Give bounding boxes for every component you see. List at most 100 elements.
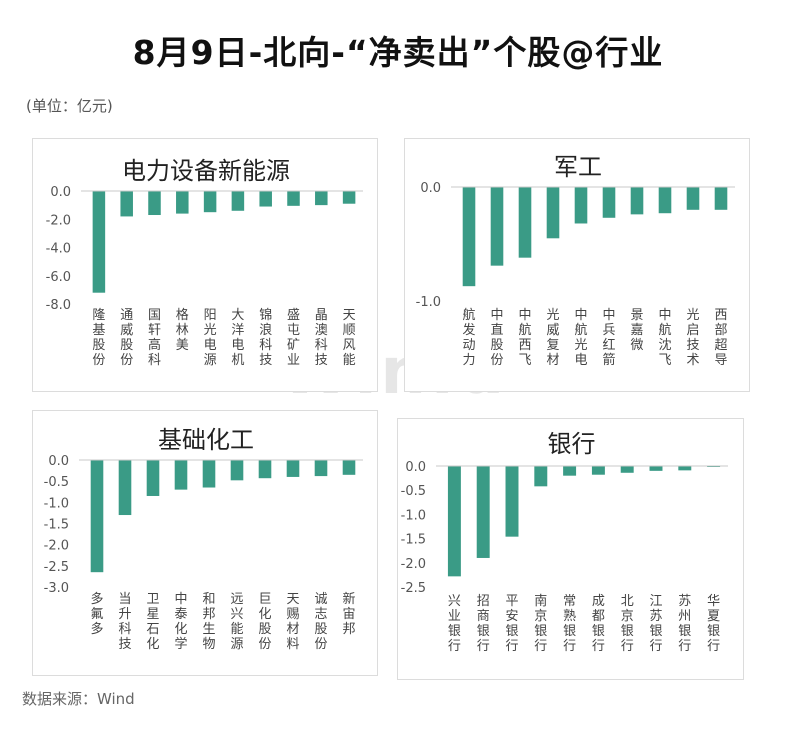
category-label: 隆基股份 <box>92 308 105 368</box>
chart-title: 基础化工 <box>158 426 254 454</box>
bar-4 <box>546 187 560 239</box>
page-title: 8月9日-北向-“净卖出”个股@行业 <box>132 33 664 72</box>
bar-1 <box>447 466 461 577</box>
chart-panel-basic-chemicals: 基础化工 0.0 -0.5 -1.0 -1.5 -2.0 -2.5 -3.0 多氟多 当升科技 卫星… <box>32 410 378 676</box>
bar-5 <box>574 187 588 224</box>
bar-2 <box>120 191 133 217</box>
y-tick-label: -1.0 <box>416 295 441 310</box>
category-label: 新宙邦 <box>342 591 355 637</box>
y-tick-label: -4.0 <box>46 242 71 257</box>
category-label: 平安银行 <box>505 594 518 654</box>
bar-8 <box>286 460 300 477</box>
category-label: 盛屯矿业 <box>287 308 300 368</box>
category-label: 中航沈飞 <box>658 308 671 368</box>
category-label: 通威股份 <box>120 308 133 368</box>
category-label: 中航西飞 <box>518 308 531 368</box>
category-label: 中兵红箭 <box>602 308 615 368</box>
source-label: 数据来源：Wind <box>22 690 135 708</box>
bar-6 <box>231 191 245 211</box>
category-label: 苏州银行 <box>678 593 691 654</box>
category-label: 江苏银行 <box>649 594 662 654</box>
bar-4 <box>174 460 188 490</box>
bar-8 <box>649 466 663 471</box>
y-tick-label: -2.5 <box>401 581 426 596</box>
y-tick-label: 0.0 <box>405 460 426 475</box>
category-label: 景嘉微 <box>630 308 643 353</box>
category-label: 国轩高科 <box>148 308 161 368</box>
y-tick-label: -1.5 <box>401 533 426 548</box>
bar-9 <box>314 460 328 477</box>
bar-3 <box>505 466 519 537</box>
category-label: 锦浪科技 <box>259 308 272 368</box>
y-tick-label: 0.0 <box>50 185 71 200</box>
y-tick-label: 0.0 <box>420 181 441 196</box>
category-label: 兴业银行 <box>448 594 461 654</box>
category-label: 和邦生物 <box>202 592 215 652</box>
category-label: 巨化股份 <box>258 592 271 652</box>
chart-title: 电力设备新能源 <box>122 157 290 185</box>
category-label: 光启技术 <box>686 308 699 368</box>
bar-5 <box>202 460 216 488</box>
category-label: 常熟银行 <box>563 594 576 654</box>
bar-4 <box>534 466 548 487</box>
chart-title: 银行 <box>548 430 596 458</box>
chart-panel-military: 军工 0.0 -1.0 航发动力 中直股份 中航西飞 光威复材 中航光电 中兵红箭 景嘉微 中航沈飞… <box>404 138 750 392</box>
bar-3 <box>518 187 532 258</box>
category-label: 多氟多 <box>90 591 103 637</box>
y-tick-label: -1.0 <box>401 508 426 523</box>
category-label: 中航光电 <box>574 308 587 368</box>
chart-svg: 电力设备新能源 0.0 -2.0 -4.0 -6.0 -8.0 隆基股份 通威股份 国轩高科 格林… <box>46 157 363 368</box>
y-tick-label: -3.0 <box>44 581 69 596</box>
y-tick-label: -1.5 <box>44 518 69 533</box>
category-label: 北京银行 <box>621 594 634 654</box>
bar-8 <box>658 187 672 214</box>
y-tick-label: -0.5 <box>44 475 69 490</box>
bar-6 <box>230 460 244 481</box>
y-tick-label: -2.5 <box>44 560 69 575</box>
category-label: 西部超导 <box>714 308 727 368</box>
category-label: 南京银行 <box>534 593 547 654</box>
y-tick-label: -6.0 <box>46 270 71 285</box>
bar-7 <box>258 460 272 479</box>
bar-1 <box>92 191 106 293</box>
y-tick-label: -2.0 <box>44 539 69 554</box>
bar-9 <box>315 191 328 206</box>
bar-7 <box>259 191 272 207</box>
category-label: 天赐材料 <box>286 592 299 652</box>
category-label: 晶澳科技 <box>315 308 328 368</box>
bar-10 <box>342 460 356 475</box>
bar-6 <box>591 466 605 475</box>
unit-label: (单位：亿元) <box>26 97 113 115</box>
bar-4 <box>176 191 189 214</box>
category-label: 华夏银行 <box>707 594 720 654</box>
category-label: 阳光电源 <box>204 308 217 368</box>
bar-10 <box>714 187 728 210</box>
y-tick-label: -2.0 <box>401 557 426 572</box>
chart-svg: 银行 0.0 -0.5 -1.0 -1.5 -2.0 -2.5 兴业银行 招商银行 平安银行 南京银… <box>401 430 728 654</box>
y-tick-label: -2.0 <box>46 213 71 228</box>
bar-9 <box>678 466 692 471</box>
bar-2 <box>118 460 132 516</box>
bar-10 <box>342 191 356 204</box>
chart-panel-power-equipment: 电力设备新能源 0.0 -2.0 -4.0 -6.0 -8.0 隆基股份 通威股份 国轩高科 格林… <box>32 138 378 392</box>
y-tick-label: -8.0 <box>46 298 71 313</box>
bar-1 <box>462 187 476 287</box>
category-label: 卫星石化 <box>146 592 159 652</box>
bar-3 <box>148 191 161 216</box>
category-label: 光威复材 <box>546 308 559 368</box>
category-label: 格林美 <box>176 307 189 353</box>
bar-3 <box>146 460 160 496</box>
chart-svg: 基础化工 0.0 -0.5 -1.0 -1.5 -2.0 -2.5 -3.0 多氟多 当升科技 卫星… <box>44 426 363 652</box>
bar-1 <box>90 460 104 573</box>
bar-5 <box>203 191 217 213</box>
chart-panel-banks: 银行 0.0 -0.5 -1.0 -1.5 -2.0 -2.5 兴业银行 招商银行 平安银行 南京银… <box>397 418 744 680</box>
bar-8 <box>287 191 300 206</box>
category-label: 航发动力 <box>462 307 475 368</box>
y-tick-label: -1.0 <box>44 496 69 511</box>
category-label: 当升科技 <box>118 592 131 652</box>
category-label: 诚志股份 <box>314 592 327 652</box>
category-label: 中直股份 <box>490 308 503 368</box>
category-label: 远兴能源 <box>230 592 243 652</box>
y-tick-label: -0.5 <box>401 484 426 499</box>
bar-2 <box>490 187 504 266</box>
